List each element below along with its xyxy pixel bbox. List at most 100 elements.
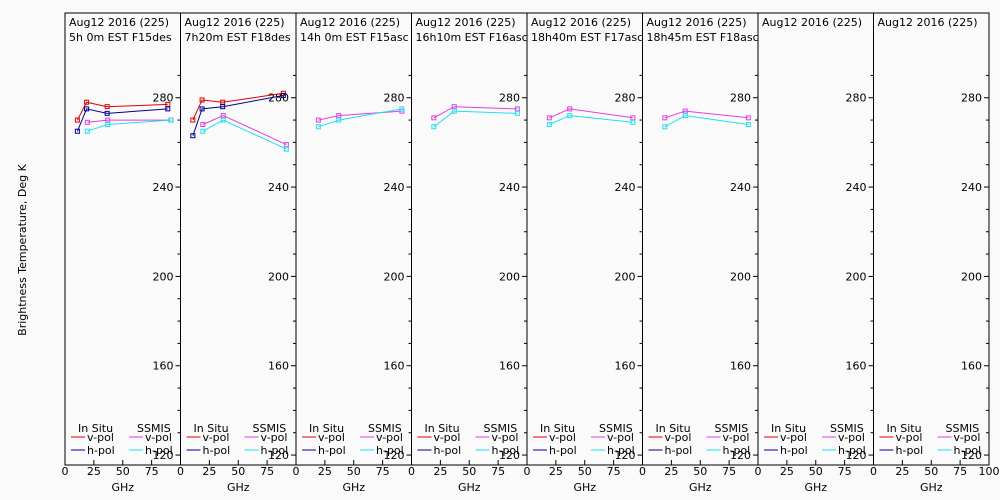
data-point-ssmis_h [84, 128, 90, 134]
data-point-ssmis_h [630, 119, 636, 125]
x-tick-label: 0 [62, 465, 69, 478]
legend-insitu-vpol-label: v-pol [780, 431, 807, 444]
legend-ssmis-vpol-label: v-pol [261, 431, 288, 444]
data-point-ssmis_h [514, 110, 520, 116]
x-tick-label: 75 [838, 465, 852, 478]
data-point-ssmis_h [546, 122, 552, 128]
x-tick-label: 25 [664, 465, 678, 478]
legend-ssmis-label: SSMIS [484, 422, 518, 435]
data-point-insitu_h [280, 93, 286, 98]
data-point-ssmis_v [200, 122, 206, 128]
x-tick-label: 0 [293, 465, 300, 478]
y-tick-label: 200 [499, 270, 520, 283]
y-tick-label: 120 [153, 449, 174, 462]
series-line-ssmis_v [87, 119, 171, 123]
series-line-ssmis_h [549, 115, 633, 125]
panel-subtitle: 18h40m EST F17asc [531, 31, 643, 44]
data-point-ssmis_h [315, 124, 321, 130]
legend-ssmis-vpol-label: v-pol [376, 431, 403, 444]
x-tick-label: 75 [953, 465, 967, 478]
x-tick-label: 0 [639, 465, 646, 478]
data-point-insitu_h [199, 106, 205, 112]
legend-insitu-hpol-label: h-pol [780, 444, 808, 457]
panel-frame [411, 12, 528, 466]
data-point-ssmis_h [399, 106, 405, 112]
data-point-insitu_h [165, 106, 171, 112]
data-point-insitu_v [84, 99, 90, 105]
panel-title: Aug12 2016 (225) [531, 16, 631, 29]
x-tick-label: 25 [87, 465, 101, 478]
y-tick-label: 160 [730, 360, 751, 373]
data-point-ssmis_v [745, 115, 751, 121]
y-tick-label: 240 [846, 181, 867, 194]
y-tick-label: 160 [499, 360, 520, 373]
legend-ssmis-label: SSMIS [368, 422, 402, 435]
data-point-insitu_h [190, 133, 196, 139]
panel-frame [526, 12, 643, 466]
panel-8: Aug12 2016 (225) 120 160 200 240 280 0 25 50 75 10… [870, 12, 1000, 494]
series-line-ssmis_v [433, 106, 518, 119]
y-tick-label: 280 [730, 92, 751, 105]
legend-ssmis-vpol-label: v-pol [492, 431, 519, 444]
x-tick-label: 25 [202, 465, 216, 478]
panel-subtitle: 18h45m EST F18asc [647, 31, 759, 44]
panel-3: Aug12 2016 (225) 14h 0m EST F15asc 120 160 2… [293, 12, 412, 494]
series-line-insitu_v [192, 92, 284, 121]
y-tick-label: 160 [268, 360, 289, 373]
data-point-ssmis_v [315, 117, 321, 123]
legend-insitu-label: In Situ [425, 422, 460, 435]
legend-insitu-vpol-label: v-pol [549, 431, 576, 444]
data-point-insitu_h [74, 128, 80, 134]
y-tick-label: 280 [499, 92, 520, 105]
series-line-insitu_v [76, 101, 168, 121]
y-tick-label: 240 [153, 181, 174, 194]
panel-2: Aug12 2016 (225) 7h20m EST F18des 120 160 20… [177, 12, 297, 494]
legend-ssmis-label: SSMIS [715, 422, 749, 435]
data-point-ssmis_v [431, 115, 437, 121]
x-tick-label: 0 [408, 465, 415, 478]
x-tick-label: 25 [433, 465, 447, 478]
legend-insitu-hpol-label: h-pol [896, 444, 924, 457]
data-point-insitu_v [104, 104, 110, 110]
x-tick-label: 75 [260, 465, 274, 478]
legend-insitu-label: In Situ [78, 422, 113, 435]
y-tick-label: 200 [730, 270, 751, 283]
data-point-ssmis_v [567, 106, 573, 112]
series-line-insitu_h [76, 108, 168, 132]
y-tick-label: 240 [730, 181, 751, 194]
data-point-ssmis_h [220, 117, 226, 123]
data-point-ssmis_h [451, 108, 457, 114]
data-point-ssmis_v [662, 115, 668, 121]
legend-insitu-vpol-label: v-pol [318, 431, 345, 444]
y-tick-label: 280 [153, 92, 174, 105]
legend-insitu-vpol-label: v-pol [665, 431, 692, 444]
y-tick-label: 240 [961, 181, 982, 194]
y-tick-label: 120 [730, 449, 751, 462]
y-tick-label: 160 [153, 360, 174, 373]
y-tick-label: 160 [615, 360, 636, 373]
x-tick-label: 50 [809, 465, 823, 478]
legend-ssmis-vpol-label: v-pol [723, 431, 750, 444]
y-tick-label: 120 [268, 449, 289, 462]
y-tick-label: 120 [615, 449, 636, 462]
y-tick-label: 120 [384, 449, 405, 462]
data-point-insitu_h [104, 110, 110, 116]
panel-title: Aug12 2016 (225) [762, 16, 862, 29]
panel-6: Aug12 2016 (225) 18h45m EST F18asc 120 160 2… [639, 12, 759, 494]
data-point-ssmis_h [745, 122, 751, 128]
y-tick-label: 200 [961, 270, 982, 283]
legend-insitu-hpol-label: h-pol [87, 444, 115, 457]
y-tick-label: 240 [384, 181, 405, 194]
panel-subtitle: 14h 0m EST F15asc [300, 31, 409, 44]
legend-insitu-vpol-label: v-pol [434, 431, 461, 444]
x-tick-label: 25 [895, 465, 909, 478]
panel-title: Aug12 2016 (225) [300, 16, 400, 29]
panel-subtitle: 7h20m EST F18des [185, 31, 291, 44]
series-line-ssmis_v [664, 110, 749, 119]
panel-5: Aug12 2016 (225) 18h40m EST F17asc 120 160 2… [524, 12, 643, 494]
legend-ssmis-vpol-label: v-pol [838, 431, 865, 444]
series-line-ssmis_v [202, 115, 287, 146]
legend-ssmis-hpol-label: h-pol [723, 444, 751, 457]
x-tick-label: 75 [491, 465, 505, 478]
data-point-ssmis_h [105, 122, 111, 128]
